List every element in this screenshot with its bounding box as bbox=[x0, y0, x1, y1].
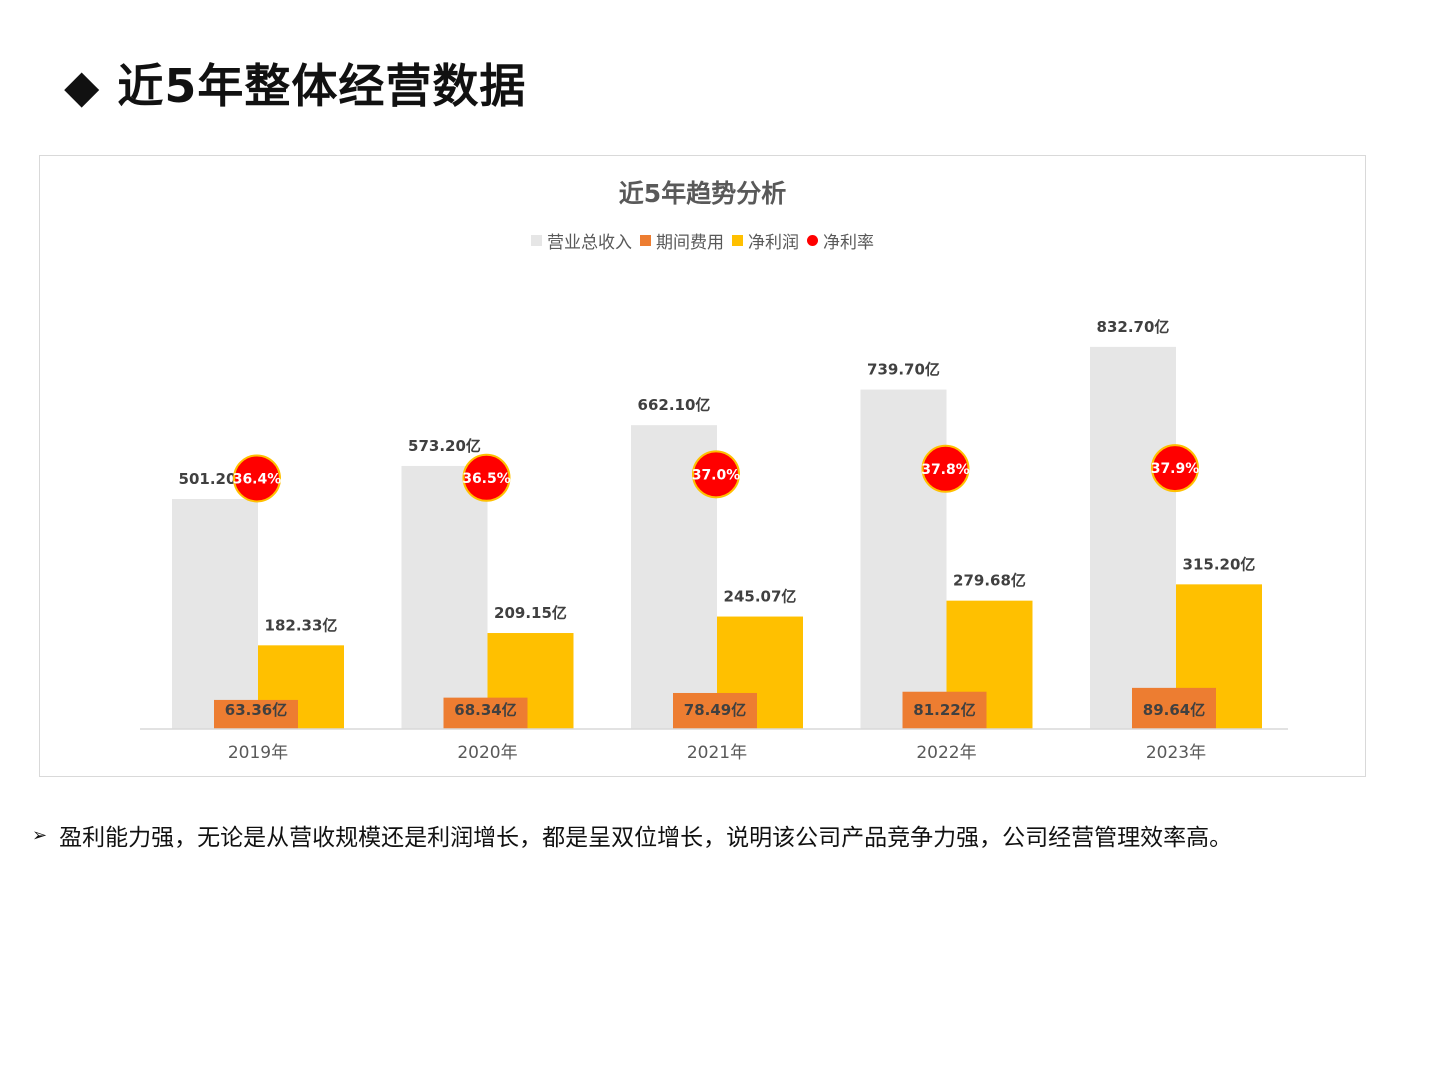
x-tick-0: 2019年 bbox=[228, 743, 288, 763]
bullet-arrow-icon: ➢ bbox=[32, 824, 48, 846]
label-net-margin-4: 37.9% bbox=[1151, 461, 1200, 477]
label-expense-1: 68.34亿 bbox=[454, 701, 516, 719]
label-revenue-4: 832.70亿 bbox=[1097, 318, 1170, 336]
label-revenue-3: 739.70亿 bbox=[867, 361, 940, 379]
label-net-margin-0: 36.4% bbox=[233, 471, 282, 487]
legend-label-net-margin: 净利率 bbox=[823, 233, 874, 253]
chart-legend: 营业总收入 期间费用 净利润 净利率 bbox=[40, 228, 1365, 253]
label-net-margin-3: 37.8% bbox=[921, 462, 970, 478]
x-tick-1: 2020年 bbox=[457, 743, 517, 763]
label-net-profit-0: 182.33亿 bbox=[265, 616, 338, 634]
marker-net-margin-1 bbox=[462, 453, 511, 502]
page-title: ◆ 近5年整体经营数据 bbox=[64, 59, 527, 113]
legend-item-revenue: 营业总收入 bbox=[531, 228, 632, 253]
bar-expense-1 bbox=[443, 697, 528, 729]
marker-net-margin-0 bbox=[233, 454, 281, 503]
label-net-profit-4: 315.20亿 bbox=[1183, 555, 1256, 573]
marker-net-margin-2 bbox=[692, 450, 740, 499]
summary-text: 盈利能力强，无论是从营收规模还是利润增长，都是呈双位增长，说明该公司产品竞争力强… bbox=[59, 825, 1233, 851]
chart-frame: 近5年趋势分析 营业总收入 期间费用 净利润 净利率 501.20亿 182.33… bbox=[39, 155, 1366, 777]
marker-net-margin-4 bbox=[1151, 444, 1199, 493]
bar-revenue-3 bbox=[860, 389, 947, 729]
label-expense-4: 89.64亿 bbox=[1143, 701, 1205, 719]
label-expense-0: 63.36亿 bbox=[225, 701, 287, 719]
bar-expense-4 bbox=[1132, 687, 1216, 729]
bar-revenue-1 bbox=[401, 465, 488, 729]
label-revenue-2: 662.10亿 bbox=[638, 396, 711, 414]
legend-item-net-margin: 净利率 bbox=[807, 228, 874, 253]
chart-plot-area: 501.20亿 182.33亿 63.36亿 36.4% 2019年 573.20亿 209… bbox=[140, 318, 1288, 763]
legend-swatch-expense bbox=[640, 235, 651, 246]
label-net-profit-3: 279.68亿 bbox=[953, 572, 1026, 590]
bar-revenue-4 bbox=[1090, 346, 1176, 729]
legend-label-revenue: 营业总收入 bbox=[547, 233, 632, 253]
label-net-profit-2: 245.07亿 bbox=[724, 588, 797, 606]
legend-swatch-revenue bbox=[531, 235, 542, 246]
marker-net-margin-3 bbox=[921, 444, 970, 493]
summary-bullet: ➢ 盈利能力强，无论是从营收规模还是利润增长，都是呈双位增长，说明该公司产品竞争… bbox=[32, 818, 1232, 852]
x-tick-4: 2023年 bbox=[1146, 743, 1206, 763]
legend-item-expense: 期间费用 bbox=[640, 228, 724, 253]
x-tick-3: 2022年 bbox=[916, 743, 976, 763]
label-expense-2: 78.49亿 bbox=[684, 701, 746, 719]
legend-label-expense: 期间费用 bbox=[656, 233, 724, 253]
bar-expense-0 bbox=[214, 699, 298, 729]
legend-item-net-profit: 净利润 bbox=[732, 228, 799, 253]
legend-label-net-profit: 净利润 bbox=[748, 233, 799, 253]
legend-swatch-net-margin bbox=[807, 235, 818, 246]
chart-title: 近5年趋势分析 bbox=[618, 179, 787, 208]
legend-swatch-net-profit bbox=[732, 235, 743, 246]
label-revenue-0: 501.20亿 bbox=[179, 470, 252, 488]
label-net-margin-1: 36.5% bbox=[462, 471, 511, 487]
label-net-margin-2: 37.0% bbox=[692, 467, 741, 483]
bar-expense-2 bbox=[673, 692, 757, 729]
label-expense-3: 81.22亿 bbox=[913, 701, 975, 719]
label-net-profit-1: 209.15亿 bbox=[494, 604, 567, 622]
bar-expense-3 bbox=[902, 691, 987, 729]
bar-revenue-0 bbox=[172, 499, 258, 729]
x-tick-2: 2021年 bbox=[687, 743, 747, 763]
label-revenue-1: 573.20亿 bbox=[408, 437, 481, 455]
